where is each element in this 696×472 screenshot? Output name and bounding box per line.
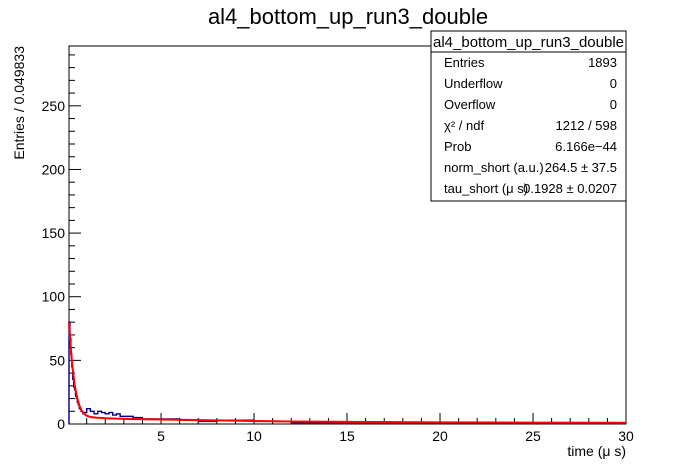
x-tick-label: 30 [618,428,634,444]
stats-row-value: 6.166e−44 [555,139,617,154]
stats-box-frame [430,30,627,202]
stats-row-value: 0 [610,76,617,91]
x-axis-tick-labels: 5 10 15 20 25 30 [157,428,634,444]
y-axis-tick-labels: 0 50 100 150 200 250 [42,98,66,432]
stats-row-label: tau_short (μ s) [444,181,528,196]
stats-row-label: Prob [444,139,471,154]
y-tick-label: 0 [57,416,65,432]
x-tick-label: 5 [157,428,165,444]
stats-box-rows: Entries 1893 Underflow 0 Overflow 0 χ² / ndf 12… [444,55,617,196]
stats-row-value: 0 [610,97,617,112]
stats-row-label: Overflow [444,97,496,112]
stats-row-value: 1212 / 598 [556,118,617,133]
stats-row-label: Underflow [444,76,503,91]
fit-curve [68,322,627,424]
x-tick-label: 25 [525,428,541,444]
y-tick-label: 150 [42,225,66,241]
stats-box-title: al4_bottom_up_run3_double [433,34,624,51]
y-axis-label: Entries / 0.049833 [11,46,27,160]
x-tick-label: 15 [339,428,355,444]
histogram-series [68,321,624,424]
y-tick-label: 250 [42,98,66,114]
stats-row-value: 1893 [588,55,617,70]
x-tick-label: 20 [432,428,448,444]
stats-row-label: Entries [444,55,485,70]
y-tick-label: 200 [42,161,66,177]
stats-row-label: norm_short (a.u.) [444,160,544,175]
x-tick-label: 10 [246,428,262,444]
y-tick-label: 100 [42,289,66,305]
stats-row-value: 264.5 ± 37.5 [545,160,617,175]
x-axis-label: time (μ s) [567,443,626,459]
chart-title: al4_bottom_up_run3_double [208,4,488,29]
stats-row-value: 0.1928 ± 0.0207 [523,181,617,196]
stats-box: al4_bottom_up_run3_double Entries 1893 Und… [430,30,627,202]
y-tick-label: 50 [49,352,65,368]
y-axis-major-ticks [69,105,81,425]
stats-row-label: χ² / ndf [444,118,484,133]
